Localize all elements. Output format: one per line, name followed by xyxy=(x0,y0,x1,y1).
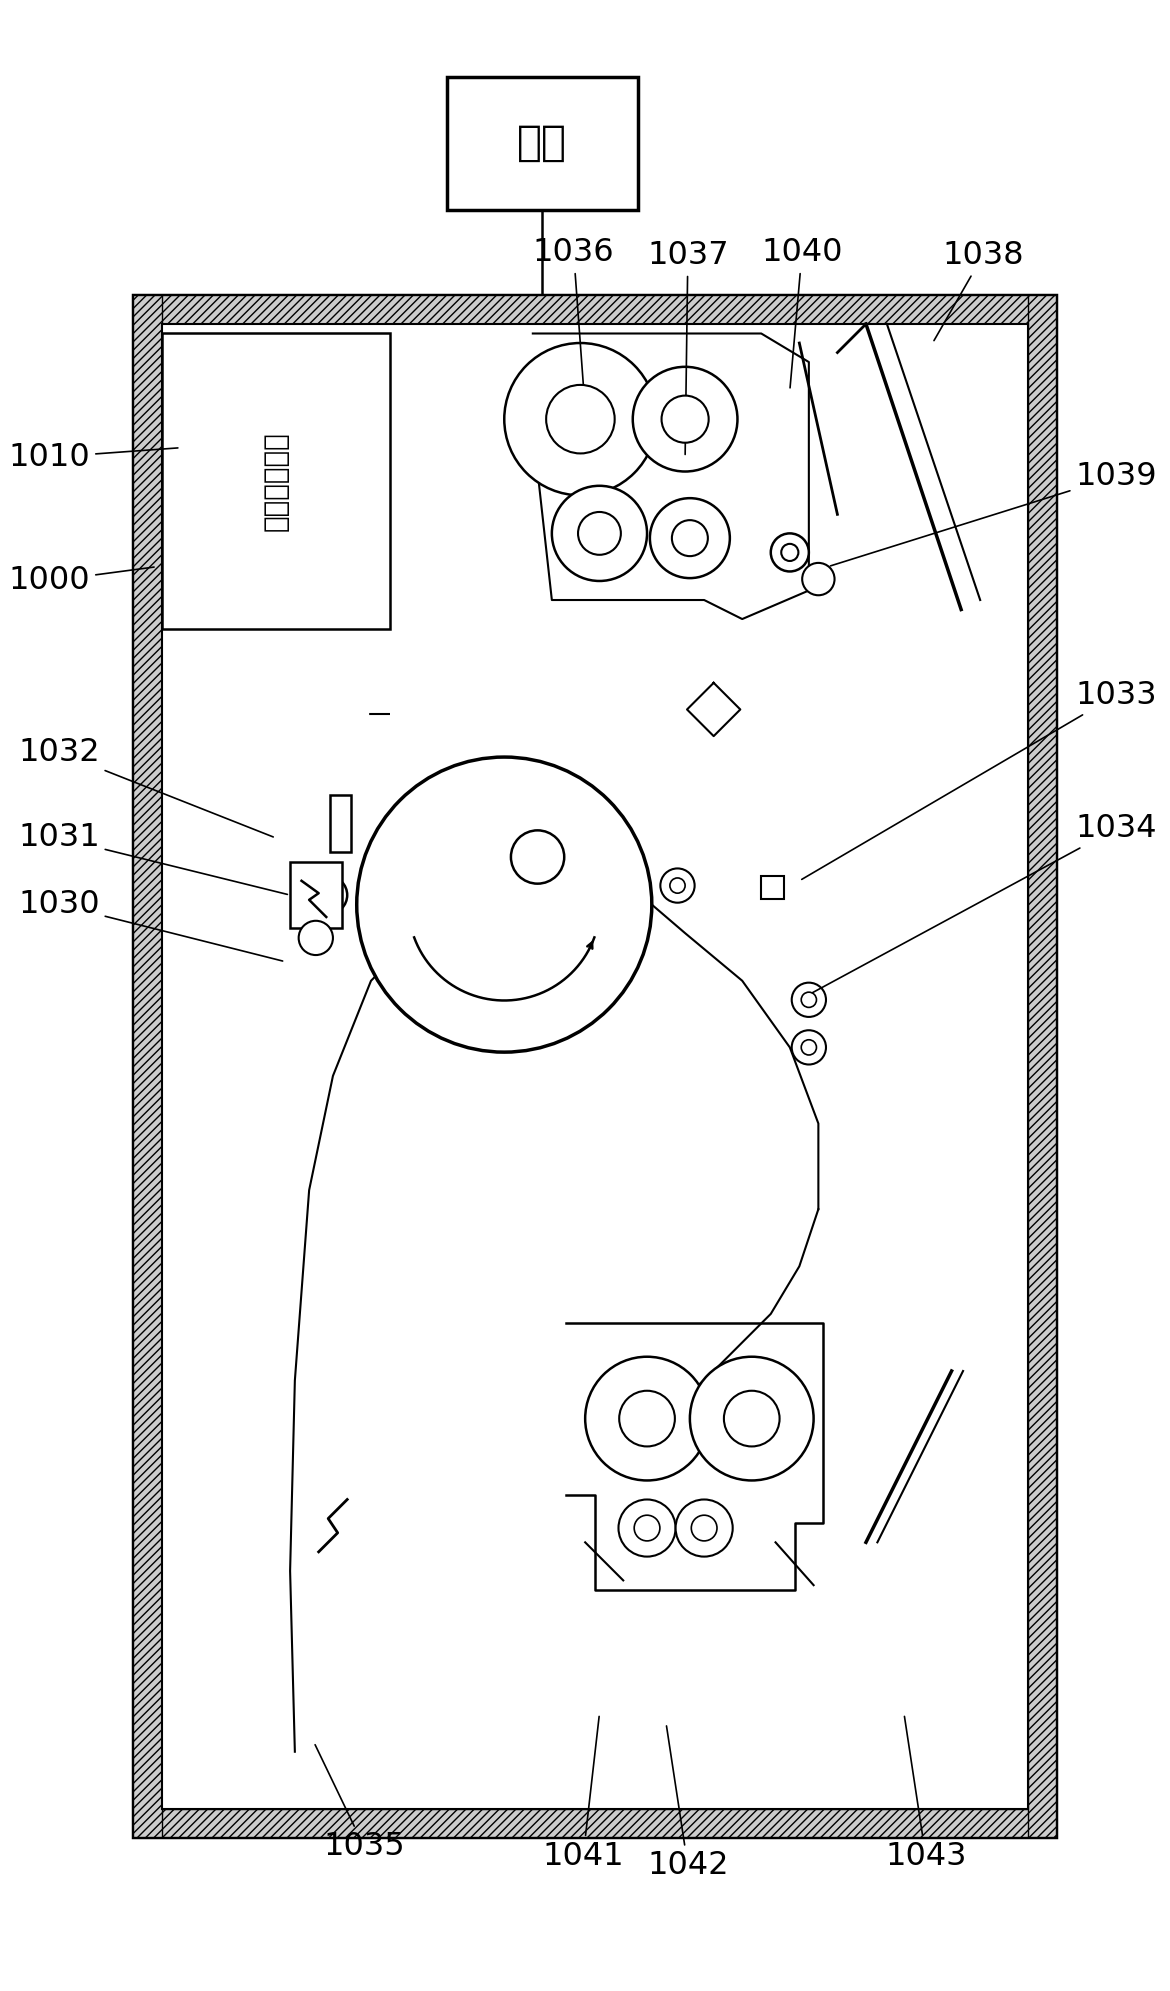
Text: 1043: 1043 xyxy=(885,1716,966,1872)
Bar xyxy=(133,295,1057,325)
Circle shape xyxy=(633,366,737,472)
Bar xyxy=(762,876,784,898)
Circle shape xyxy=(724,1392,779,1445)
Bar xyxy=(290,862,343,928)
Circle shape xyxy=(782,544,798,561)
Circle shape xyxy=(661,396,709,442)
Circle shape xyxy=(803,563,834,595)
Text: 1032: 1032 xyxy=(18,737,274,836)
Text: 主机: 主机 xyxy=(517,121,567,163)
Text: 1039: 1039 xyxy=(831,460,1157,565)
Circle shape xyxy=(690,1356,813,1481)
Circle shape xyxy=(691,1515,717,1541)
Text: 1036: 1036 xyxy=(532,237,614,406)
Circle shape xyxy=(801,992,817,1007)
Circle shape xyxy=(649,498,730,577)
Circle shape xyxy=(670,878,686,894)
Bar xyxy=(330,794,351,852)
Bar xyxy=(133,295,1057,1838)
Text: 1042: 1042 xyxy=(647,1726,729,1881)
Circle shape xyxy=(672,520,708,555)
Circle shape xyxy=(619,1392,675,1445)
Circle shape xyxy=(585,1356,709,1481)
Circle shape xyxy=(546,384,614,454)
Circle shape xyxy=(552,486,647,581)
Circle shape xyxy=(792,1029,826,1065)
Bar xyxy=(161,334,390,629)
Circle shape xyxy=(660,868,695,902)
Text: 1031: 1031 xyxy=(18,822,288,894)
Text: 1035: 1035 xyxy=(315,1744,405,1862)
Circle shape xyxy=(619,1499,675,1557)
Circle shape xyxy=(634,1515,660,1541)
Text: 1010: 1010 xyxy=(8,442,178,472)
Bar xyxy=(447,76,638,209)
Bar xyxy=(133,1810,1057,1838)
Text: 1040: 1040 xyxy=(762,237,842,388)
Circle shape xyxy=(792,984,826,1017)
Text: 1038: 1038 xyxy=(934,241,1024,340)
Circle shape xyxy=(504,342,656,496)
Circle shape xyxy=(801,1039,817,1055)
Bar xyxy=(161,325,1027,1810)
Circle shape xyxy=(357,757,652,1051)
Text: 1037: 1037 xyxy=(647,241,729,454)
Text: 1033: 1033 xyxy=(801,679,1157,880)
Text: 1034: 1034 xyxy=(801,812,1157,997)
Circle shape xyxy=(771,534,808,571)
Text: 1041: 1041 xyxy=(543,1716,624,1872)
Circle shape xyxy=(511,830,564,884)
Text: 光学扫描装置: 光学扫描装置 xyxy=(262,432,290,532)
Bar xyxy=(1027,295,1057,1838)
Text: 1000: 1000 xyxy=(8,565,154,597)
Circle shape xyxy=(578,512,621,555)
Bar xyxy=(133,295,161,1838)
Circle shape xyxy=(675,1499,732,1557)
Circle shape xyxy=(298,920,333,956)
Text: 1030: 1030 xyxy=(18,890,283,962)
Circle shape xyxy=(309,876,347,914)
